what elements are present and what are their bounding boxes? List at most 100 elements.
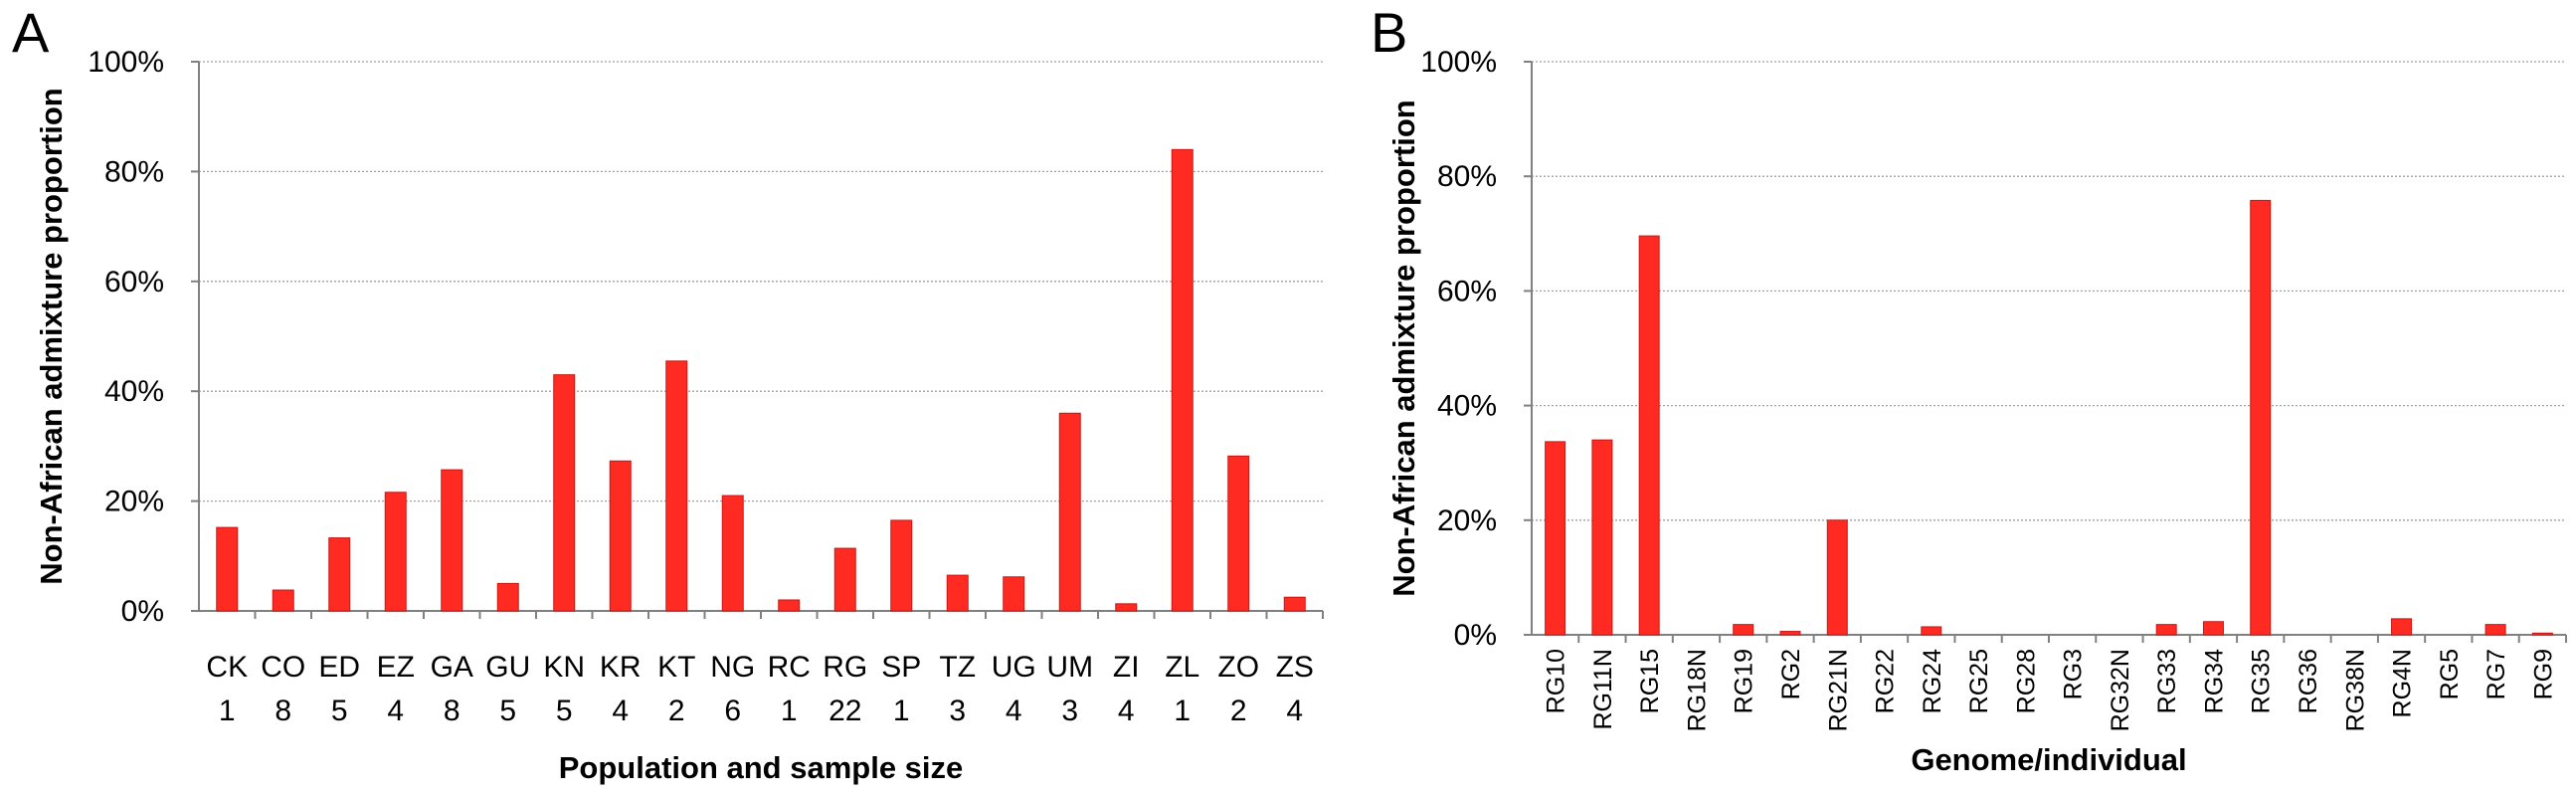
- category-label: RG28: [2012, 649, 2040, 713]
- category-label: ZS: [1276, 651, 1314, 684]
- sample-size-label: 3: [1061, 695, 1078, 727]
- bar-rg9: [2531, 632, 2553, 636]
- bar-rg4n: [2391, 618, 2413, 636]
- bar-ed: [328, 537, 351, 612]
- bar-zi: [1115, 603, 1138, 612]
- x-axis-title: Population and sample size: [559, 750, 964, 785]
- panel-a: A 0% 20% 40% 60% 80% 100% CK 1 CO 8 ED 5 EZ 4 GA 8 GU 5 KN 5…: [12, 1, 1324, 785]
- category-label: KT: [657, 651, 695, 684]
- bar-ng: [721, 495, 744, 612]
- sample-size-label: 2: [1230, 695, 1247, 727]
- bar-ug: [1003, 576, 1025, 612]
- bar-rg33: [2155, 624, 2177, 636]
- bar-rg21n: [1826, 519, 1848, 636]
- bar-kt: [665, 360, 688, 612]
- category-label: RG36: [2295, 649, 2322, 713]
- y-axis-title: Non-African admixture proportion: [34, 88, 69, 584]
- category-label: ED: [318, 651, 360, 684]
- sample-size-label: 1: [219, 695, 236, 727]
- bar-sp: [890, 519, 913, 612]
- category-label: EZ: [377, 651, 415, 684]
- y-tick-label: 40%: [1437, 390, 1497, 423]
- category-label: RG2: [1777, 649, 1805, 699]
- category-label: RG9: [2529, 649, 2557, 699]
- bar-rg35: [2250, 199, 2272, 636]
- category-label: RG35: [2248, 649, 2276, 713]
- category-label: NG: [710, 651, 755, 684]
- sample-size-label: 1: [781, 695, 798, 727]
- bar-gu: [496, 582, 519, 612]
- bar-rg34: [2202, 621, 2224, 636]
- category-label: RG11N: [1589, 649, 1617, 730]
- sample-size-label: 4: [387, 695, 404, 727]
- x-axis-title: Genome/individual: [1911, 742, 2186, 777]
- category-label: CO: [261, 651, 305, 684]
- sample-size-label: 5: [331, 695, 348, 727]
- category-label: RG22: [1872, 649, 1900, 713]
- sample-size-label: 8: [275, 695, 291, 727]
- category-label: CK: [206, 651, 248, 684]
- y-tick-label: 20%: [1437, 504, 1497, 537]
- y-tick-label: 100%: [1420, 46, 1497, 79]
- y-tick-label: 60%: [1437, 275, 1497, 307]
- sample-size-label: 5: [499, 695, 516, 727]
- category-label: RG25: [1965, 649, 1993, 713]
- category-label: RG34: [2200, 649, 2228, 713]
- sample-size-label: 6: [724, 695, 741, 727]
- category-label: ZL: [1165, 651, 1199, 684]
- y-tick-label: 100%: [88, 46, 164, 79]
- sample-size-label: 1: [1174, 695, 1191, 727]
- category-label: RG18N: [1683, 649, 1711, 731]
- bar-ck: [216, 526, 239, 612]
- bar-um: [1058, 412, 1081, 612]
- bar-zs: [1283, 596, 1306, 612]
- bar-ez: [384, 492, 407, 612]
- category-label: RG10: [1543, 649, 1570, 713]
- category-label: GA: [431, 651, 473, 684]
- bar-zo: [1227, 455, 1250, 612]
- category-label: KR: [600, 651, 642, 684]
- bar-rg24: [1921, 626, 1942, 636]
- bar-kr: [609, 460, 632, 612]
- sample-size-label: 3: [949, 695, 966, 727]
- bar-kn: [553, 374, 576, 612]
- sample-size-label: 4: [1118, 695, 1135, 727]
- category-label: ZI: [1113, 651, 1140, 684]
- category-label: TZ: [939, 651, 976, 684]
- bar-rg10: [1545, 441, 1566, 636]
- category-label: RG19: [1731, 649, 1758, 713]
- panel-b: B 0% 20% 40% 60% 80% 100% RG10 RG11N RG15 RG18N RG1…: [1371, 1, 2567, 777]
- category-label: RG4N: [2389, 649, 2417, 717]
- bar-zl: [1171, 148, 1194, 612]
- bar-rg15: [1638, 235, 1660, 636]
- y-tick-label: 60%: [104, 266, 164, 298]
- bar-rg2: [1779, 631, 1801, 636]
- category-label: RG15: [1636, 649, 1664, 713]
- y-tick-label: 0%: [1454, 619, 1497, 652]
- category-label: RC: [768, 651, 811, 684]
- bar-rg19: [1733, 624, 1754, 636]
- category-label: RG7: [2483, 649, 2510, 699]
- bar-rg7: [2484, 624, 2506, 636]
- category-label: KN: [543, 651, 585, 684]
- y-axis-title: Non-African admixture proportion: [1386, 100, 1421, 596]
- panel-label: A: [12, 1, 50, 64]
- category-label: RG33: [2153, 649, 2181, 713]
- category-label: RG5: [2436, 649, 2464, 699]
- bar-tz: [946, 574, 969, 612]
- category-label: RG38N: [2341, 649, 2369, 731]
- sample-size-label: 4: [1006, 695, 1022, 727]
- category-label: ZO: [1217, 651, 1259, 684]
- bar-ga: [441, 469, 463, 612]
- sample-size-label: 8: [444, 695, 460, 727]
- bar-co: [272, 589, 294, 612]
- category-label: RG21N: [1824, 649, 1852, 731]
- sample-size-label: 4: [612, 695, 629, 727]
- category-label: RG3: [2060, 649, 2088, 699]
- sample-size-label: 4: [1286, 695, 1303, 727]
- bar-rg11n: [1591, 439, 1613, 636]
- category-label: SP: [881, 651, 921, 684]
- category-label: RG24: [1919, 649, 1946, 713]
- category-label: GU: [485, 651, 530, 684]
